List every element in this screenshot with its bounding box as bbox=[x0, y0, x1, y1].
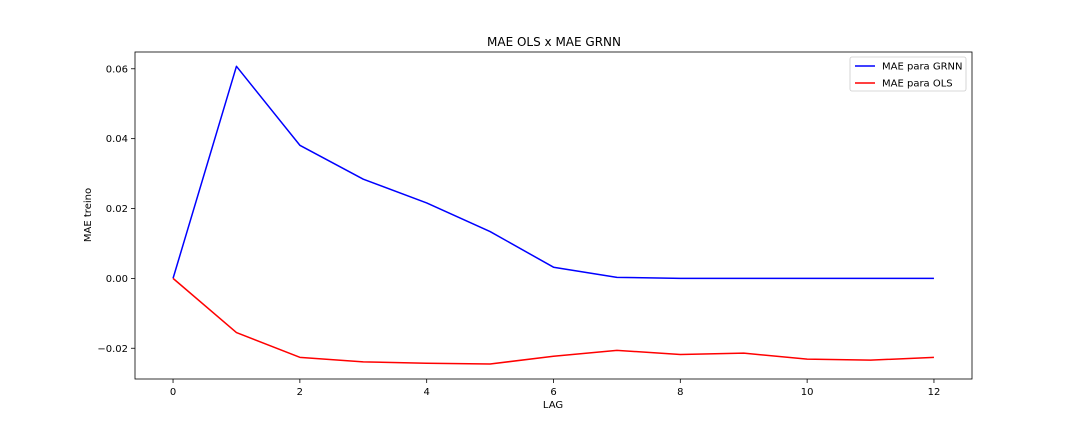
plot-frame bbox=[135, 52, 972, 379]
y-tick-label: 0.06 bbox=[106, 64, 128, 75]
y-axis: −0.02 0.00 0.02 0.04 0.06 bbox=[97, 64, 135, 354]
y-tick-label: 0.04 bbox=[106, 134, 128, 145]
x-axis: 0 2 4 6 8 10 12 bbox=[170, 379, 940, 398]
x-tick-label: 12 bbox=[928, 387, 941, 398]
x-tick-label: 0 bbox=[170, 387, 176, 398]
x-axis-label: LAG bbox=[543, 400, 563, 411]
legend-label-1: MAE para GRNN bbox=[882, 62, 963, 73]
x-tick-label: 2 bbox=[297, 387, 303, 398]
plot-area bbox=[135, 52, 972, 379]
x-tick-label: 6 bbox=[550, 387, 556, 398]
legend-label-2: MAE para OLS bbox=[882, 79, 953, 90]
y-axis-label: MAE treino bbox=[83, 188, 94, 242]
y-tick-label: 0.02 bbox=[106, 204, 128, 215]
legend: MAE para GRNN MAE para OLS bbox=[850, 57, 966, 91]
x-tick-label: 8 bbox=[677, 387, 683, 398]
y-tick-label: 0.00 bbox=[106, 274, 128, 285]
x-tick-label: 4 bbox=[423, 387, 429, 398]
chart-title: MAE OLS x MAE GRNN bbox=[487, 35, 621, 49]
x-tick-label: 10 bbox=[801, 387, 814, 398]
y-tick-label: −0.02 bbox=[97, 344, 128, 355]
